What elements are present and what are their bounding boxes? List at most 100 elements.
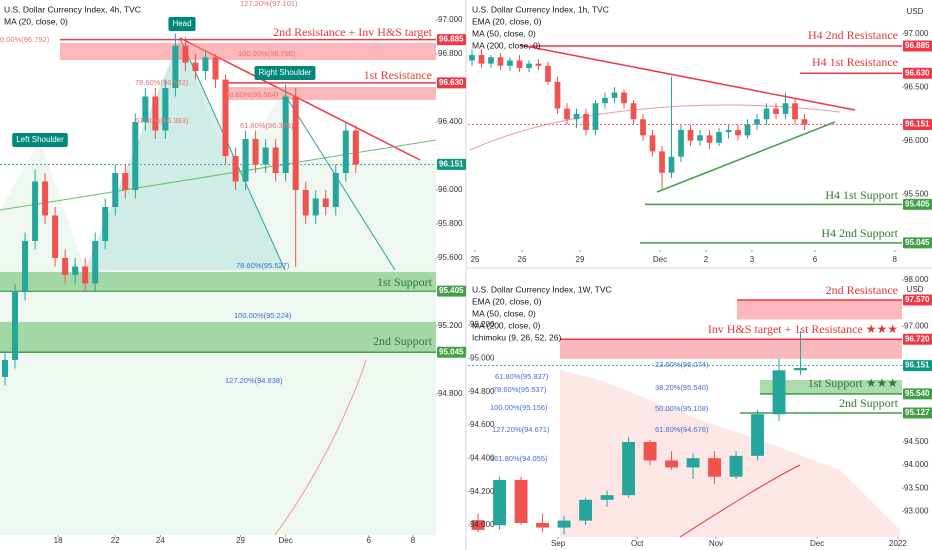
price-badge xyxy=(903,388,932,400)
label-badge xyxy=(254,66,316,80)
y-tick-label: 97.000 xyxy=(438,15,463,24)
price-badge-label: 96.885 xyxy=(439,35,464,44)
x-tick-label: Nov xyxy=(709,539,723,548)
annotation: 2nd Resistance + Inv H&S target xyxy=(273,25,433,39)
candle-body xyxy=(794,367,807,371)
x-tick-label: 29 xyxy=(236,536,245,545)
annotation: 61.80%(95.837) xyxy=(495,372,549,381)
candle-body xyxy=(282,96,289,174)
x-tick-label: 2022 xyxy=(889,539,907,548)
candle-body xyxy=(668,156,675,173)
price-badge-label: 95.405 xyxy=(905,199,930,208)
candle-body xyxy=(687,129,694,141)
y2-tick-label: 94.200 xyxy=(470,487,495,496)
candle-body xyxy=(649,135,656,152)
price-badge xyxy=(437,34,466,46)
x-tick-label: Oct xyxy=(631,539,644,548)
x-tick-label: 25 xyxy=(471,255,480,264)
x-tick-label: Sep xyxy=(551,539,566,548)
annotation: 78.60%(96.564) xyxy=(225,90,279,99)
annotation: 1st Support ★★★ xyxy=(808,376,898,390)
candle-body xyxy=(12,291,19,360)
candle-body xyxy=(729,455,743,477)
candle-body xyxy=(262,147,269,165)
candle-body xyxy=(172,45,179,89)
candle-body xyxy=(302,190,309,216)
annotation: H4 1st Resistance xyxy=(812,55,898,69)
candle-body xyxy=(573,113,580,120)
candle-body xyxy=(708,458,722,477)
fib-line xyxy=(284,94,396,271)
x-tick-label: 29 xyxy=(576,255,585,264)
candle-body xyxy=(488,57,494,64)
candle-body xyxy=(478,55,485,64)
y-tick-label: 93.500 xyxy=(904,483,929,492)
indicator-label: MA (200, close, 0) xyxy=(472,40,541,50)
candle-body xyxy=(142,96,149,123)
indicator-label: MA (20, close, 0) xyxy=(4,16,68,26)
candle-body xyxy=(493,479,507,526)
annotation: 78.60%(95.527) xyxy=(236,261,290,270)
y-tick-label: 96.800 xyxy=(438,49,463,58)
annotation: 100.00%(96.795) xyxy=(238,49,296,58)
x-tick-label: 8 xyxy=(893,255,898,264)
candle-body xyxy=(622,441,636,496)
annotation: 1st Support xyxy=(377,275,433,289)
y-tick-label: 96.000 xyxy=(438,185,463,194)
indicator-label: EMA (20, close, 0) xyxy=(472,296,542,306)
candle-body xyxy=(754,119,760,125)
candle-body xyxy=(242,139,249,182)
zone xyxy=(560,339,902,359)
candle-body xyxy=(678,129,684,157)
zone xyxy=(760,380,902,395)
candle-body xyxy=(583,113,589,130)
annotation: H4 2nd Support xyxy=(821,226,898,240)
price-badge xyxy=(437,285,466,297)
candle-body xyxy=(772,370,786,415)
candle-body xyxy=(312,198,319,216)
candle-body xyxy=(32,181,39,241)
candle-body xyxy=(592,103,599,130)
candle-body xyxy=(92,240,99,284)
indicator-label: Ichimoku (9, 26, 52, 26) xyxy=(472,332,561,342)
y2-tick-label: 94.600 xyxy=(470,420,495,429)
candle-body xyxy=(751,414,764,456)
candle-body xyxy=(82,266,89,284)
ichimoku-cloud xyxy=(560,370,900,537)
x-tick-label: 26 xyxy=(518,255,527,264)
candle-body xyxy=(782,103,789,114)
candle-body xyxy=(507,60,513,66)
price-badge-label: 95.540 xyxy=(905,389,930,398)
x-tick-label: Dec xyxy=(279,536,293,545)
x-tick-label: Dec xyxy=(810,539,824,548)
candle-body xyxy=(643,441,657,461)
candle-body xyxy=(763,108,770,120)
price-badge xyxy=(903,407,932,419)
price-badge-label: 96.151 xyxy=(905,361,930,370)
price-badge-label: 95.045 xyxy=(905,238,930,247)
annotation: Inv H&S target + 1st Resistance ★★★ xyxy=(708,322,898,336)
annotation: 127.20%(94.671) xyxy=(492,425,550,434)
candle-body xyxy=(272,147,279,174)
y-tick-label: 95.600 xyxy=(438,253,463,262)
annotation: 61.80%(94.676) xyxy=(655,425,709,434)
unit-label: USD xyxy=(907,7,924,16)
x-tick-label: 8 xyxy=(411,536,416,545)
candle-body xyxy=(621,92,627,104)
price-badge-label: 95.045 xyxy=(439,347,464,356)
y-tick-label: 98.000 xyxy=(904,275,929,284)
price-badge xyxy=(437,158,466,170)
candle-body xyxy=(545,65,551,82)
annotation: 61.80%(96.365) xyxy=(240,121,294,130)
candle-body xyxy=(122,173,129,191)
candle-body xyxy=(725,129,732,133)
candle-body xyxy=(554,81,561,109)
x-tick-label: 2 xyxy=(704,255,709,264)
candle-body xyxy=(222,79,229,157)
candle-body xyxy=(600,495,614,500)
candle-body xyxy=(22,240,29,292)
candle-body xyxy=(202,57,209,72)
candle-body xyxy=(611,92,618,98)
price-badge xyxy=(437,346,466,358)
